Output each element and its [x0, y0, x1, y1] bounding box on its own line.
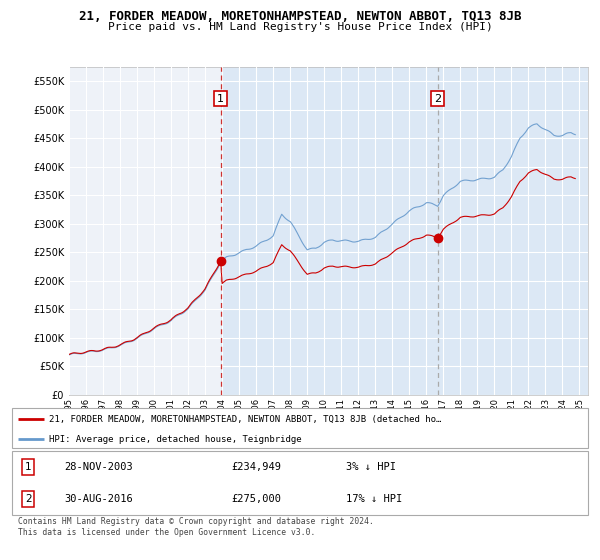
- Bar: [221, 67, 588, 395]
- Text: Contains HM Land Registry data © Crown copyright and database right 2024.
This d: Contains HM Land Registry data © Crown c…: [18, 517, 374, 537]
- Text: Price paid vs. HM Land Registry's House Price Index (HPI): Price paid vs. HM Land Registry's House …: [107, 22, 493, 32]
- FancyBboxPatch shape: [12, 408, 588, 448]
- Text: 17% ↓ HPI: 17% ↓ HPI: [346, 494, 403, 504]
- Text: 2: 2: [434, 94, 441, 104]
- Text: 1: 1: [217, 94, 224, 104]
- Text: £234,949: £234,949: [231, 462, 281, 472]
- Text: 3% ↓ HPI: 3% ↓ HPI: [346, 462, 396, 472]
- FancyBboxPatch shape: [12, 451, 588, 515]
- Text: HPI: Average price, detached house, Teignbridge: HPI: Average price, detached house, Teig…: [49, 435, 302, 444]
- Text: 30-AUG-2016: 30-AUG-2016: [64, 494, 133, 504]
- Text: 28-NOV-2003: 28-NOV-2003: [64, 462, 133, 472]
- Text: 1: 1: [25, 462, 31, 472]
- Text: 2: 2: [25, 494, 31, 504]
- Text: £275,000: £275,000: [231, 494, 281, 504]
- Text: 21, FORDER MEADOW, MORETONHAMPSTEAD, NEWTON ABBOT, TQ13 8JB (detached ho…: 21, FORDER MEADOW, MORETONHAMPSTEAD, NEW…: [49, 414, 442, 423]
- Text: 21, FORDER MEADOW, MORETONHAMPSTEAD, NEWTON ABBOT, TQ13 8JB: 21, FORDER MEADOW, MORETONHAMPSTEAD, NEW…: [79, 10, 521, 22]
